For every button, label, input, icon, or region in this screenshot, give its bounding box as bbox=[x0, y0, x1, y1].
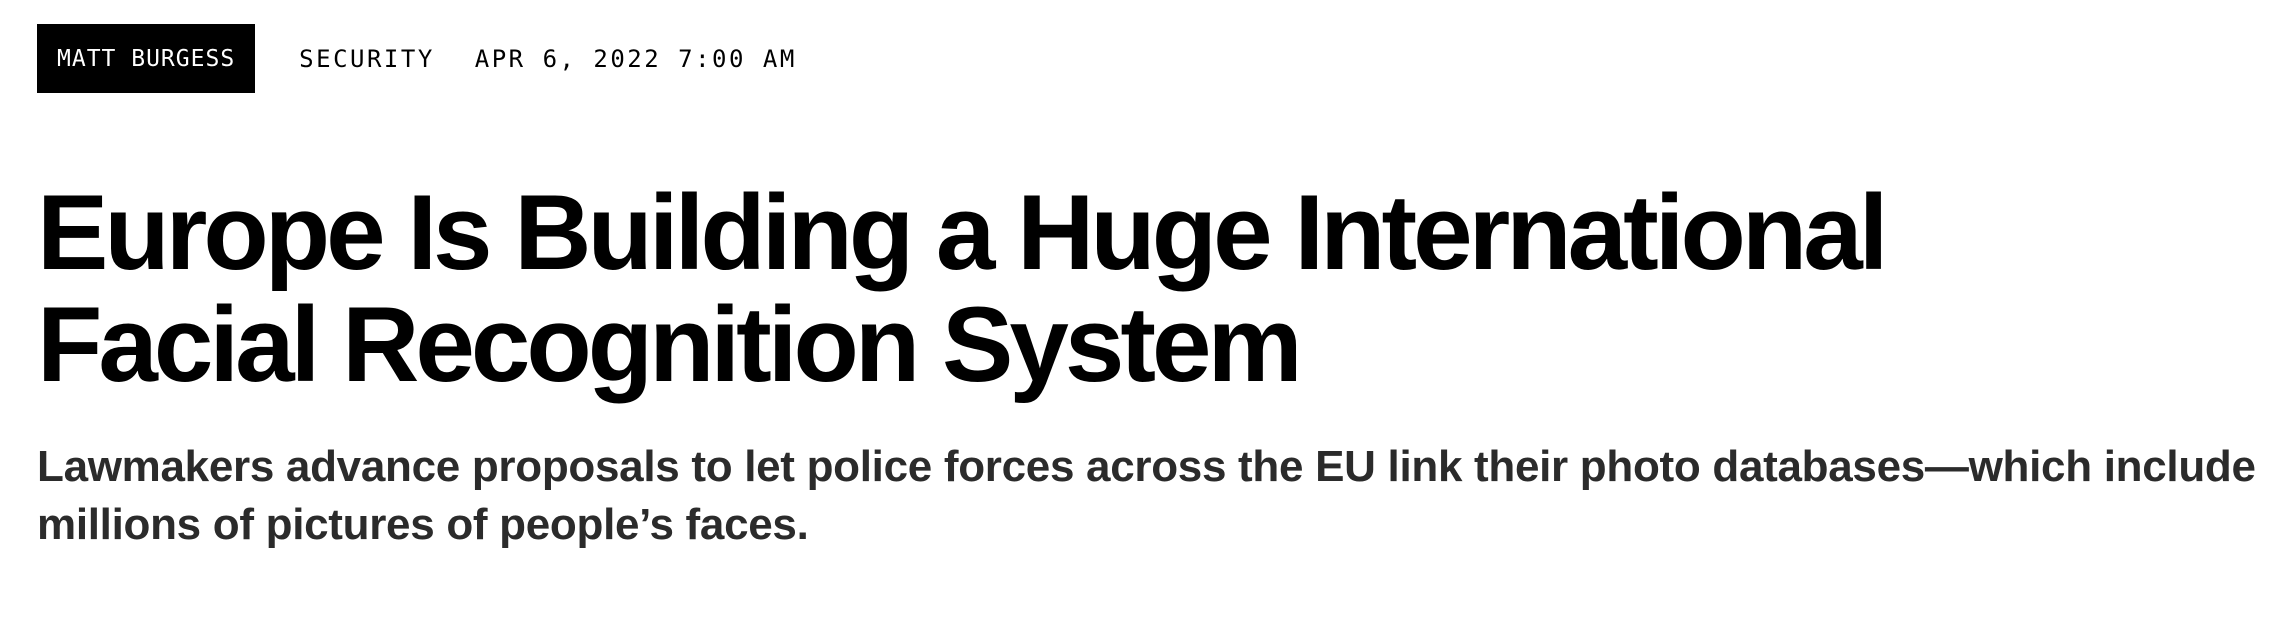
category-link[interactable]: SECURITY bbox=[299, 44, 435, 73]
publish-date: APR 6, 2022 7:00 AM bbox=[474, 44, 797, 73]
article-dek: Lawmakers advance proposals to let polic… bbox=[37, 442, 2256, 549]
headline-line-1: Europe Is Building a Huge International bbox=[37, 172, 1888, 292]
article-meta-row: MATT BURGESS SECURITY APR 6, 2022 7:00 A… bbox=[37, 24, 797, 93]
article-headline: Europe Is Building a Huge International … bbox=[37, 176, 2237, 400]
author-link[interactable]: MATT BURGESS bbox=[37, 24, 256, 93]
headline-line-2: Facial Recognition System bbox=[37, 284, 1303, 404]
